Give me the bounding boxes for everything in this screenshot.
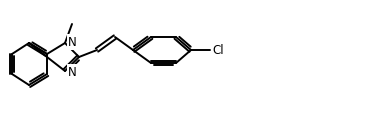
Text: Cl: Cl (212, 44, 224, 57)
Text: N: N (68, 36, 77, 48)
Text: N: N (68, 36, 77, 48)
Text: N: N (68, 65, 77, 78)
Text: Cl: Cl (212, 44, 224, 57)
Text: N: N (68, 65, 77, 78)
